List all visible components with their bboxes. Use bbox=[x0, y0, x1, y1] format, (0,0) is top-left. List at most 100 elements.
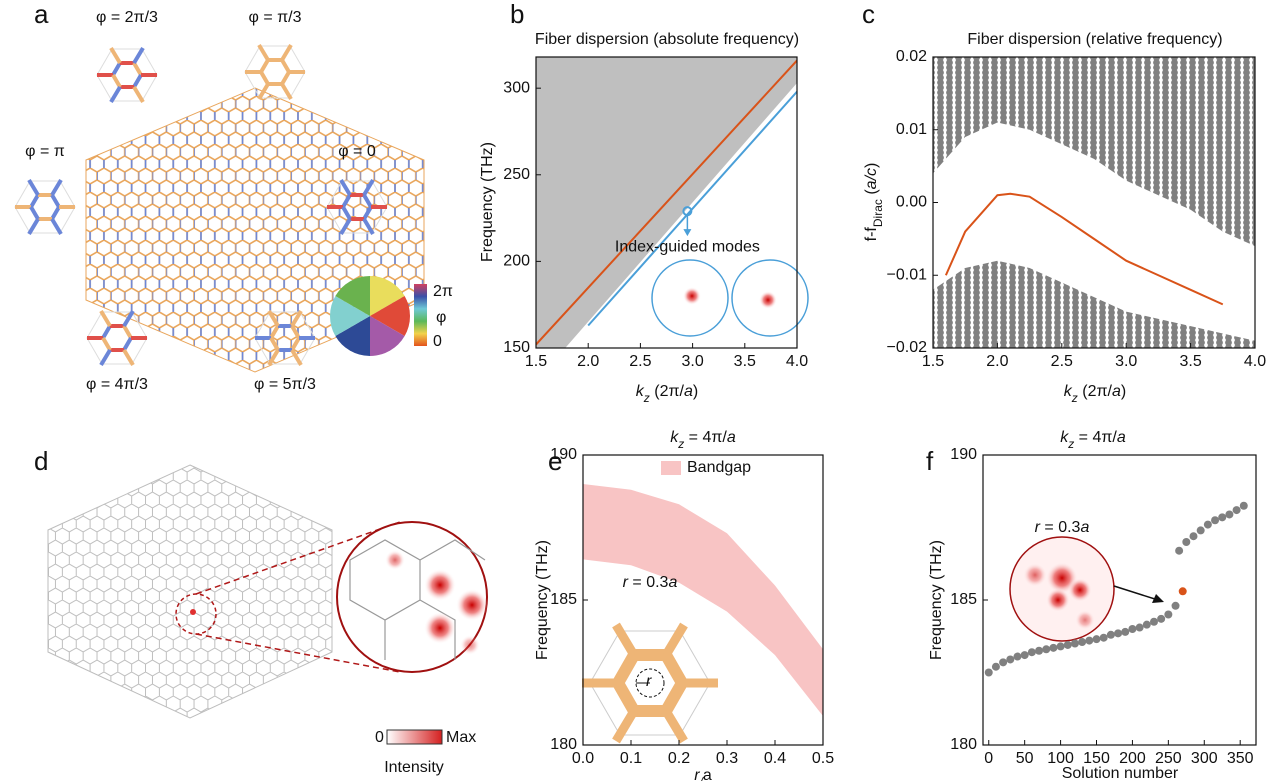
point bbox=[1157, 615, 1165, 623]
panel-letter: f bbox=[926, 446, 934, 476]
point bbox=[1035, 647, 1043, 655]
x-tick-label: 0 bbox=[984, 750, 993, 767]
phase-label: φ = π bbox=[25, 143, 65, 160]
cell-arm bbox=[134, 87, 143, 102]
annotation: r = 0.3a bbox=[1035, 519, 1090, 536]
point bbox=[1182, 538, 1190, 546]
y-tick-label: −0.02 bbox=[887, 339, 928, 356]
cell-edge bbox=[134, 75, 141, 87]
x-tick-label: 3.5 bbox=[1179, 353, 1201, 370]
x-tick-label: 3.0 bbox=[1115, 353, 1137, 370]
x-axis-label: kz (2π/a) bbox=[636, 383, 698, 405]
x-tick-label: 150 bbox=[1083, 750, 1110, 767]
x-axis-label-part: (2π/ bbox=[650, 383, 685, 400]
panel-letter: a bbox=[34, 0, 49, 29]
cell-edge bbox=[124, 326, 131, 338]
colorbar bbox=[414, 284, 427, 346]
x-axis-label-part: z bbox=[643, 391, 650, 405]
cell-edge bbox=[282, 72, 289, 84]
x-tick-label: 0.2 bbox=[668, 750, 690, 767]
y-axis-label-part: a/c bbox=[863, 168, 880, 189]
point bbox=[1189, 532, 1197, 540]
y-tick-label: 0.01 bbox=[896, 121, 927, 138]
point bbox=[1006, 655, 1014, 663]
y-tick-label: 150 bbox=[503, 339, 530, 356]
point bbox=[1240, 502, 1248, 510]
chart-title-part: = 4π/ bbox=[1074, 429, 1117, 446]
point bbox=[1114, 629, 1122, 637]
x-tick-label: 3.0 bbox=[681, 353, 703, 370]
y-axis-label-part: ) bbox=[863, 163, 880, 168]
x-tick-label: 2.0 bbox=[577, 353, 599, 370]
annotation-part: a bbox=[668, 574, 677, 591]
cell-edge bbox=[282, 60, 289, 72]
panel-letter: b bbox=[510, 0, 524, 29]
y-tick-label: 300 bbox=[503, 79, 530, 96]
x-tick-label: 300 bbox=[1191, 750, 1218, 767]
cell-arm bbox=[101, 350, 110, 365]
x-axis-label-part: a bbox=[1112, 383, 1121, 400]
panel-letter: d bbox=[34, 446, 48, 476]
x-axis-label: r/a bbox=[694, 767, 712, 781]
cell-edge bbox=[52, 207, 59, 219]
mode-spot bbox=[190, 609, 196, 615]
annotation-part: a bbox=[1080, 519, 1089, 536]
point bbox=[1211, 516, 1219, 524]
figure: a 2π φ 0 d 0 Max Intensity bbox=[0, 0, 1268, 781]
cell-edge bbox=[134, 63, 141, 75]
x-tick-label: 4.0 bbox=[1244, 353, 1266, 370]
x-tick-label: 2.5 bbox=[1051, 353, 1073, 370]
annotation-part: = 0.3 bbox=[1040, 519, 1081, 536]
x-tick-label: 0.3 bbox=[716, 750, 738, 767]
x-tick-label: 50 bbox=[1016, 750, 1034, 767]
cell-arm bbox=[29, 180, 38, 195]
point bbox=[1064, 641, 1072, 649]
x-axis-label-part: (2π/ bbox=[1078, 383, 1113, 400]
y-tick-label: 185 bbox=[950, 591, 977, 608]
cell-edge bbox=[103, 338, 110, 350]
y-tick-label: −0.01 bbox=[887, 266, 928, 283]
y-axis-label: f-fDirac (a/c) bbox=[863, 163, 885, 242]
cell-arm bbox=[52, 180, 61, 195]
point bbox=[999, 658, 1007, 666]
y-tick-label: 185 bbox=[550, 591, 577, 608]
y-axis-label: Frequency (THz) bbox=[479, 142, 496, 262]
y-tick-label: 0.02 bbox=[896, 48, 927, 65]
x-axis-label-part: ) bbox=[1121, 383, 1126, 400]
annotation-arrowhead bbox=[683, 229, 691, 236]
point bbox=[1179, 587, 1187, 595]
point bbox=[985, 669, 993, 677]
point bbox=[1128, 625, 1136, 633]
cell-edge bbox=[261, 72, 268, 84]
point bbox=[1136, 624, 1144, 632]
annotation: r = 0.3a bbox=[623, 574, 678, 591]
cell-edge bbox=[31, 195, 38, 207]
phase-label: φ = 5π/3 bbox=[254, 376, 316, 393]
cell-arm bbox=[101, 311, 110, 326]
mode-inset bbox=[1010, 537, 1114, 641]
y-axis-label-part: f-f bbox=[863, 227, 880, 242]
point bbox=[1021, 651, 1029, 659]
y-tick-label: 180 bbox=[950, 736, 977, 753]
x-tick-label: 200 bbox=[1119, 750, 1146, 767]
x-tick-label: 4.0 bbox=[786, 353, 808, 370]
y-tick-label: 250 bbox=[503, 166, 530, 183]
point bbox=[1042, 645, 1050, 653]
x-axis-label-part: a bbox=[684, 383, 693, 400]
cell-arm bbox=[124, 350, 133, 365]
cell-arm bbox=[134, 48, 143, 63]
phase-label: φ = 0 bbox=[338, 143, 376, 160]
x-tick-label: 0.4 bbox=[764, 750, 786, 767]
point bbox=[1175, 547, 1183, 555]
pointer-arrow bbox=[1114, 586, 1164, 603]
point bbox=[1093, 635, 1101, 643]
point bbox=[1143, 621, 1151, 629]
x-tick-label: 350 bbox=[1227, 750, 1254, 767]
x-tick-label: 2.0 bbox=[986, 353, 1008, 370]
cell-arm bbox=[29, 219, 38, 234]
x-tick-label: 100 bbox=[1047, 750, 1074, 767]
annotation: Index-guided modes bbox=[615, 238, 760, 255]
phase-label: φ = 2π/3 bbox=[96, 9, 158, 26]
panel-letter: c bbox=[862, 0, 875, 29]
point bbox=[1218, 513, 1226, 521]
